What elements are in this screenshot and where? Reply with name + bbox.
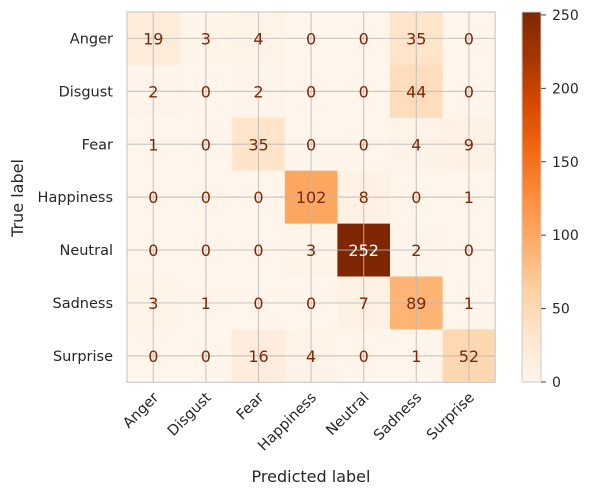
colorbar-tick-label: 50	[552, 302, 570, 318]
cell-value-label: 35	[406, 29, 426, 48]
cell-value-label: 0	[253, 241, 263, 260]
cell-value-label: 1	[411, 347, 421, 366]
cell-value-label: 0	[201, 135, 211, 154]
colorbar-tick-label: 200	[552, 81, 579, 97]
cell-value-label: 0	[201, 82, 211, 101]
colorbar-tick-label: 100	[552, 228, 579, 244]
x-tick-label: Neutral	[323, 390, 372, 439]
cell-value-label: 0	[306, 294, 316, 313]
cell-value-label: 0	[148, 347, 158, 366]
cell-value-label: 35	[248, 135, 268, 154]
cell-value-label: 89	[406, 294, 426, 313]
cell-value-label: 0	[464, 82, 474, 101]
cell-value-label: 102	[296, 188, 327, 207]
y-tick-label: Sadness	[52, 296, 113, 312]
plot-frame	[126, 11, 496, 383]
cell-value-label: 1	[464, 188, 474, 207]
cell-value-labels: 19 3 4 0 0 35 02 0 2 0 0 44 01 0 35 0 0 4 90 0 0 102 8 0 10 0 0 3 25…	[143, 29, 479, 365]
cell-value-label: 252	[348, 241, 379, 260]
cell-value-label: 2	[253, 82, 263, 101]
cell-value-label: 44	[406, 82, 426, 101]
x-axis-label: Predicted label	[252, 467, 371, 486]
cell-value-label: 4	[253, 29, 263, 48]
colorbar-tick-labels: 0 50 100 150 200 250	[541, 8, 579, 391]
cell-value-label: 0	[148, 188, 158, 207]
cell-value-label: 0	[201, 241, 211, 260]
y-tick-label: Happiness	[38, 190, 113, 206]
y-axis-label: True label	[8, 159, 27, 238]
cell-value-label: 7	[359, 294, 369, 313]
cell-value-label: 2	[411, 241, 421, 260]
x-tick-label: Anger	[120, 390, 162, 432]
colorbar-tick-label: 0	[552, 375, 561, 391]
cell-value-label: 0	[253, 188, 263, 207]
cell-value-label: 0	[148, 241, 158, 260]
colorbar-tick-label: 150	[552, 155, 579, 171]
y-tick-labels: Anger Disgust Fear Happiness Neutral Sadness S…	[38, 31, 114, 364]
cell-value-label: 1	[201, 294, 211, 313]
cell-value-label: 0	[306, 82, 316, 101]
cell-value-label: 0	[359, 82, 369, 101]
cell-value-label: 0	[464, 29, 474, 48]
colorbar	[521, 11, 542, 383]
cell-value-label: 0	[253, 294, 263, 313]
cell-value-label: 4	[306, 347, 316, 366]
cell-value-label: 0	[306, 29, 316, 48]
x-tick-label: Sadness	[371, 390, 425, 444]
cell-value-label: 9	[464, 135, 474, 154]
x-tick-label: Disgust	[165, 390, 215, 440]
cell-value-label: 4	[411, 135, 421, 154]
cell-value-label: 52	[459, 347, 479, 366]
y-tick-label: Surprise	[53, 349, 113, 365]
cell-value-label: 1	[464, 294, 474, 313]
cell-value-label: 0	[201, 347, 211, 366]
cell-value-label: 0	[359, 29, 369, 48]
cell-value-label: 3	[306, 241, 316, 260]
cell-value-label: 3	[148, 294, 158, 313]
y-tick-label: Fear	[82, 137, 113, 153]
cell-value-label: 0	[359, 135, 369, 154]
gridlines	[127, 12, 496, 383]
cell-value-label: 8	[359, 188, 369, 207]
cell-value-label: 0	[411, 188, 421, 207]
y-tick-label: Neutral	[59, 243, 113, 259]
cell-value-label: 0	[306, 135, 316, 154]
cell-value-label: 3	[201, 29, 211, 48]
cell-value-label: 0	[359, 347, 369, 366]
x-tick-label: Surprise	[424, 390, 478, 444]
cell-value-label: 1	[148, 135, 158, 154]
cell-value-label: 0	[464, 241, 474, 260]
cell-value-label: 0	[201, 188, 211, 207]
cell-value-label: 19	[143, 29, 163, 48]
y-tick-label: Disgust	[59, 84, 114, 100]
cell-value-label: 2	[148, 82, 158, 101]
cell-value-label: 16	[248, 347, 268, 366]
y-tick-label: Anger	[70, 31, 113, 47]
x-tick-label: Fear	[234, 390, 267, 423]
colorbar-tick-label: 250	[552, 8, 579, 24]
